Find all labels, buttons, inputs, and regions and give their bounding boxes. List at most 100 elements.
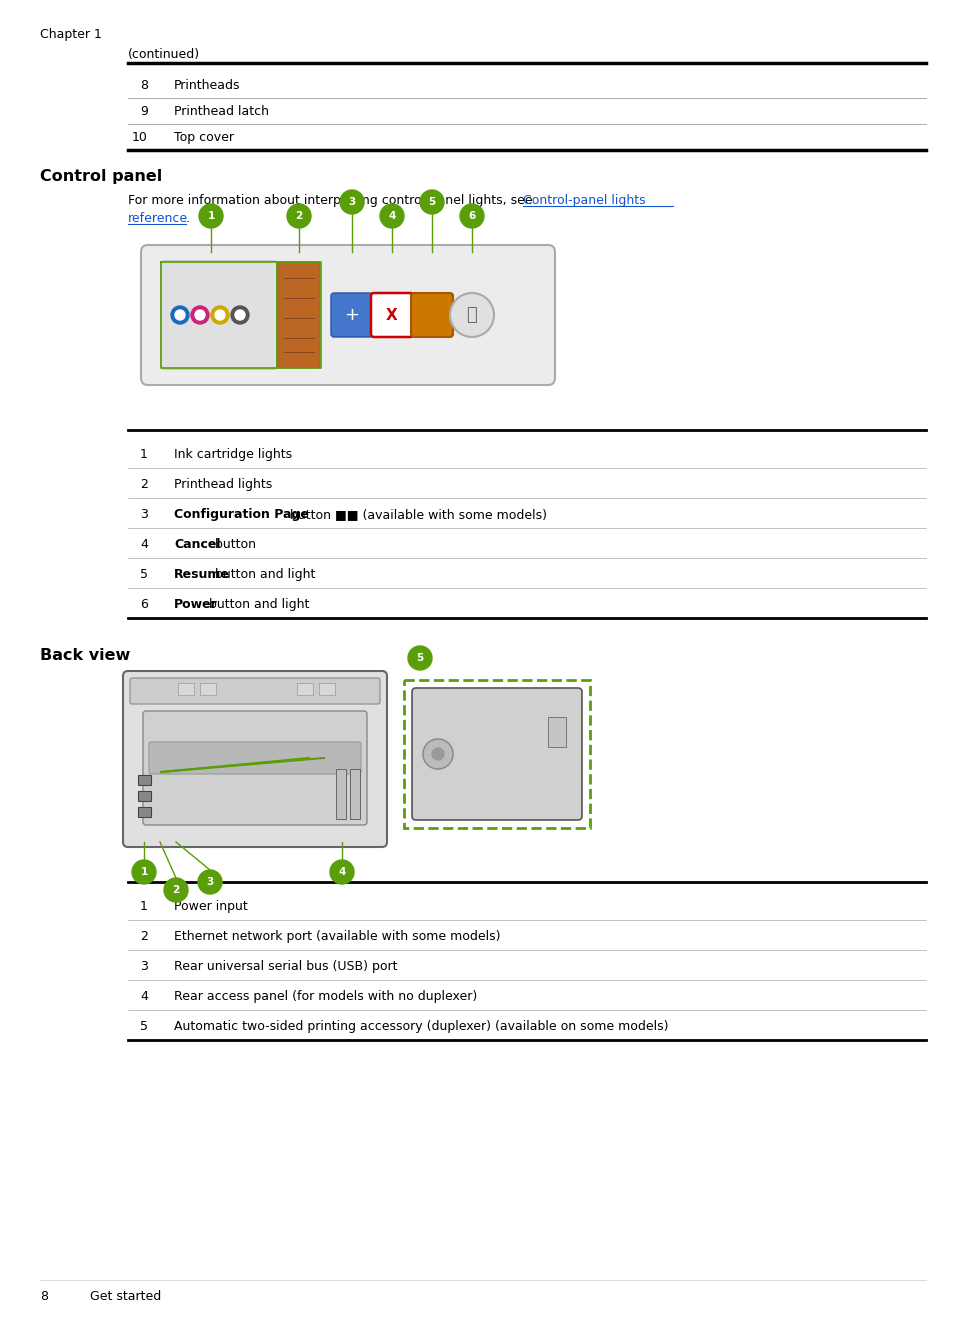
Circle shape bbox=[408, 646, 432, 670]
Text: 1: 1 bbox=[140, 867, 148, 877]
Text: 3: 3 bbox=[206, 877, 213, 886]
Text: 4: 4 bbox=[338, 867, 345, 877]
Text: Resume: Resume bbox=[173, 568, 230, 581]
Circle shape bbox=[231, 306, 249, 324]
Text: Printheads: Printheads bbox=[173, 79, 240, 92]
Text: reference: reference bbox=[128, 211, 188, 225]
Text: .: . bbox=[186, 211, 190, 225]
Bar bbox=[138, 775, 151, 785]
Text: Back view: Back view bbox=[40, 649, 131, 663]
FancyBboxPatch shape bbox=[143, 711, 367, 826]
Text: 4: 4 bbox=[140, 538, 148, 551]
Circle shape bbox=[199, 203, 223, 229]
Circle shape bbox=[379, 203, 403, 229]
FancyBboxPatch shape bbox=[149, 742, 360, 774]
Circle shape bbox=[330, 860, 354, 884]
Circle shape bbox=[422, 738, 453, 769]
Bar bbox=[138, 791, 151, 801]
Text: Top cover: Top cover bbox=[173, 131, 233, 144]
Circle shape bbox=[164, 878, 188, 902]
Bar bbox=[178, 683, 193, 695]
Text: +: + bbox=[344, 306, 359, 324]
FancyBboxPatch shape bbox=[130, 678, 379, 704]
Text: Power: Power bbox=[173, 598, 217, 612]
Circle shape bbox=[171, 306, 189, 324]
Circle shape bbox=[198, 871, 222, 894]
FancyBboxPatch shape bbox=[141, 244, 555, 384]
Text: 8: 8 bbox=[40, 1291, 48, 1303]
Text: Ink cartridge lights: Ink cartridge lights bbox=[173, 448, 292, 461]
Circle shape bbox=[450, 293, 494, 337]
Text: 2: 2 bbox=[140, 478, 148, 491]
Text: 2: 2 bbox=[295, 211, 302, 221]
Text: button ■■ (available with some models): button ■■ (available with some models) bbox=[285, 509, 546, 520]
Text: button: button bbox=[211, 538, 256, 551]
Circle shape bbox=[191, 306, 209, 324]
Text: 2: 2 bbox=[172, 885, 179, 896]
Text: Printhead latch: Printhead latch bbox=[173, 104, 269, 118]
Text: 3: 3 bbox=[140, 509, 148, 520]
Circle shape bbox=[419, 190, 443, 214]
Text: Control panel: Control panel bbox=[40, 169, 162, 184]
Circle shape bbox=[234, 310, 245, 320]
Circle shape bbox=[459, 203, 483, 229]
FancyBboxPatch shape bbox=[412, 688, 581, 820]
Text: Configuration Page: Configuration Page bbox=[173, 509, 309, 520]
Circle shape bbox=[194, 310, 205, 320]
Circle shape bbox=[132, 860, 156, 884]
Bar bbox=[296, 683, 313, 695]
Text: Printhead lights: Printhead lights bbox=[173, 478, 272, 491]
Bar bbox=[200, 683, 215, 695]
Text: Get started: Get started bbox=[90, 1291, 161, 1303]
FancyBboxPatch shape bbox=[123, 671, 387, 847]
Text: Ethernet network port (available with some models): Ethernet network port (available with so… bbox=[173, 930, 500, 943]
Text: 2: 2 bbox=[140, 930, 148, 943]
Text: Power input: Power input bbox=[173, 900, 248, 913]
FancyBboxPatch shape bbox=[371, 293, 413, 337]
Bar bbox=[138, 807, 151, 816]
Bar bbox=[318, 683, 335, 695]
Text: 10: 10 bbox=[132, 131, 148, 144]
Text: 3: 3 bbox=[140, 960, 148, 974]
Text: 3: 3 bbox=[348, 197, 355, 207]
Text: 1: 1 bbox=[140, 900, 148, 913]
FancyBboxPatch shape bbox=[331, 293, 373, 337]
Text: 5: 5 bbox=[140, 568, 148, 581]
Text: 6: 6 bbox=[140, 598, 148, 612]
Circle shape bbox=[211, 306, 229, 324]
Text: 4: 4 bbox=[140, 989, 148, 1003]
Bar bbox=[547, 717, 565, 746]
Text: Rear access panel (for models with no duplexer): Rear access panel (for models with no du… bbox=[173, 989, 476, 1003]
FancyBboxPatch shape bbox=[277, 262, 319, 369]
Text: Cancel: Cancel bbox=[173, 538, 220, 551]
Text: 1: 1 bbox=[207, 211, 214, 221]
Bar bbox=[350, 769, 359, 819]
Circle shape bbox=[432, 748, 443, 760]
Text: Rear universal serial bus (USB) port: Rear universal serial bus (USB) port bbox=[173, 960, 397, 974]
Bar bbox=[335, 769, 346, 819]
Text: 4: 4 bbox=[388, 211, 395, 221]
Text: button and light: button and light bbox=[211, 568, 315, 581]
Text: Automatic two-sided printing accessory (duplexer) (available on some models): Automatic two-sided printing accessory (… bbox=[173, 1020, 668, 1033]
Text: button and light: button and light bbox=[205, 598, 309, 612]
Text: Chapter 1: Chapter 1 bbox=[40, 28, 102, 41]
Text: 6: 6 bbox=[468, 211, 476, 221]
FancyBboxPatch shape bbox=[411, 293, 453, 337]
Text: 1: 1 bbox=[140, 448, 148, 461]
Circle shape bbox=[214, 310, 225, 320]
Text: X: X bbox=[386, 308, 397, 322]
Text: For more information about interpreting control-panel lights, see: For more information about interpreting … bbox=[128, 194, 536, 207]
Text: Control-panel lights: Control-panel lights bbox=[522, 194, 645, 207]
Circle shape bbox=[174, 310, 185, 320]
Text: (continued): (continued) bbox=[128, 48, 200, 61]
Text: ⏻: ⏻ bbox=[466, 306, 476, 324]
Text: 8: 8 bbox=[140, 79, 148, 92]
Circle shape bbox=[287, 203, 311, 229]
Text: 5: 5 bbox=[416, 653, 423, 663]
Text: 5: 5 bbox=[140, 1020, 148, 1033]
Text: 9: 9 bbox=[140, 104, 148, 118]
Text: 5: 5 bbox=[428, 197, 436, 207]
Circle shape bbox=[339, 190, 364, 214]
Bar bbox=[403, 680, 589, 828]
FancyBboxPatch shape bbox=[161, 262, 276, 369]
